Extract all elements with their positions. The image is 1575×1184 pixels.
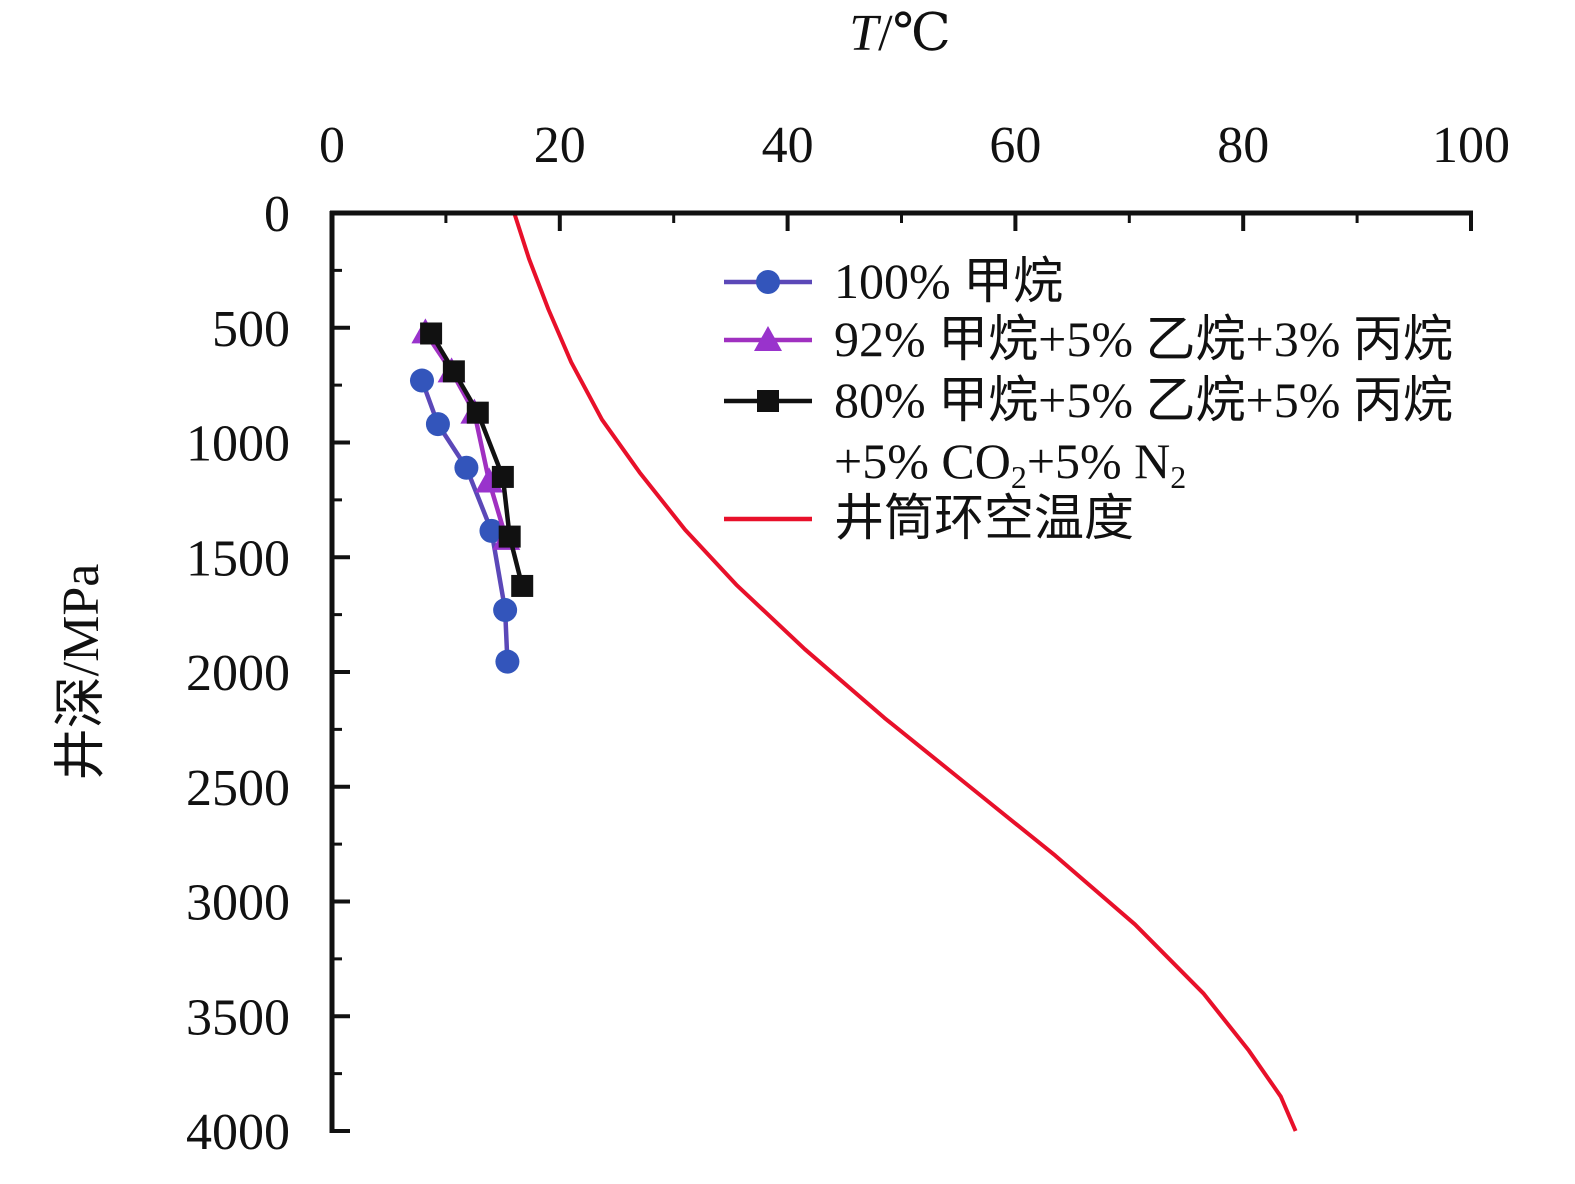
legend-label: 井筒环空温度: [834, 490, 1134, 546]
data-point: [466, 401, 489, 424]
x-axis-title: T/℃: [849, 5, 951, 62]
legend-label: 100% 甲烷: [834, 253, 1063, 309]
series-layer: [409, 212, 1298, 1132]
x-ticks: 0 20 40 60 80 100: [319, 117, 1510, 231]
data-point: [511, 574, 534, 597]
data-point: [493, 598, 518, 623]
y-tick-label: 3500: [186, 989, 290, 1046]
x-tick-label: 60: [989, 117, 1041, 174]
data-point: [442, 360, 465, 383]
x-tick-label: 80: [1217, 117, 1269, 174]
data-point: [498, 525, 521, 548]
y-tick-label: 2500: [186, 760, 290, 817]
data-point: [491, 465, 514, 488]
x-tick-label: 20: [534, 117, 586, 174]
legend-subscript: 2: [1170, 459, 1186, 495]
legend-marker: [754, 326, 782, 351]
legend-text-part: +5% CO: [834, 433, 1011, 489]
legend-subscript: 2: [1011, 459, 1027, 495]
legend-label: 80% 甲烷+5% 乙烷+5% 丙烷: [834, 372, 1453, 428]
y-tick-label: 3000: [186, 875, 290, 932]
data-point: [454, 455, 479, 480]
y-ticks: 0 500 1000 1500 2000 2500 3000 3500 4000: [186, 186, 350, 1161]
legend-marker: [756, 270, 780, 294]
x-axis-title-italic: T: [849, 5, 881, 62]
x-axis-title-rest: /℃: [878, 5, 951, 62]
y-tick-label: 4000: [186, 1104, 290, 1161]
x-tick-label: 100: [1432, 117, 1510, 174]
series-0: [409, 368, 520, 674]
legend-label-line2: +5% CO2+5% N2: [834, 433, 1186, 495]
y-tick-label: 2000: [186, 645, 290, 702]
data-point: [495, 649, 520, 674]
x-tick-label: 40: [762, 117, 814, 174]
y-tick-label: 1500: [186, 530, 290, 587]
series-line: [512, 212, 1298, 1132]
data-point: [425, 412, 450, 437]
series-3: [512, 212, 1298, 1132]
data-point: [409, 368, 434, 393]
y-axis-title: 井深/MPa: [53, 564, 110, 781]
legend-text-part: +5% N: [1027, 433, 1170, 489]
series-2: [420, 322, 534, 597]
data-point: [420, 322, 443, 345]
y-tick-label: 1000: [186, 416, 290, 473]
series-1: [411, 318, 521, 550]
y-tick-label: 500: [212, 301, 290, 358]
legend-marker: [757, 390, 779, 412]
data-point: [479, 518, 504, 543]
legend-label: 92% 甲烷+5% 乙烷+3% 丙烷: [834, 311, 1453, 367]
axes: [329, 210, 1473, 1133]
y-tick-label: 0: [264, 186, 290, 243]
x-tick-label: 0: [319, 117, 345, 174]
